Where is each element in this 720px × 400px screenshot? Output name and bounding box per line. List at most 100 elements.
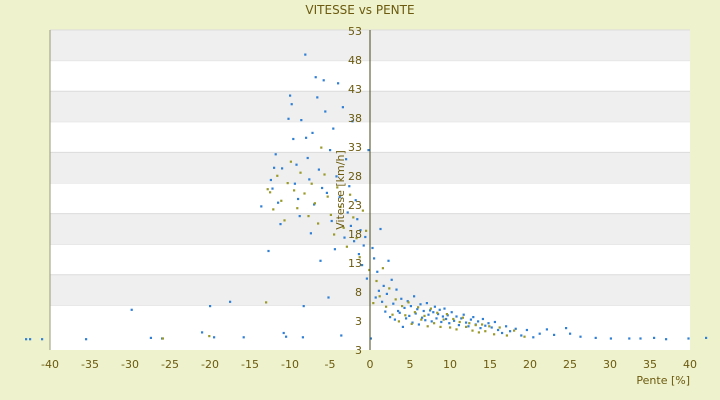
data-point-a [287,117,290,120]
data-point-a [497,328,500,332]
data-point-a [300,119,303,122]
data-point-b [436,311,439,314]
data-point-a [462,313,465,316]
data-point-a [289,94,292,97]
data-point-a [29,338,32,341]
data-point-b [445,313,448,316]
data-point-b [433,322,436,325]
data-point-a [392,302,395,305]
data-point-a [381,300,384,303]
data-point-b [326,195,329,198]
data-point-a [373,257,376,260]
x-tick-label: 15 [483,358,497,371]
data-point-b [352,216,355,219]
data-point-b [381,267,384,270]
data-point-a [477,320,480,323]
data-point-a [382,284,385,287]
data-point-b [208,335,211,338]
data-point-b [280,199,283,202]
data-point-b [368,268,371,272]
data-point-a [609,337,612,340]
data-point-a [390,278,393,281]
data-point-b [320,146,323,149]
data-point-a [532,336,535,339]
data-point-b [349,193,352,196]
data-point-b [303,192,306,195]
data-point-b [272,208,275,211]
y-tick-label: 33 [348,141,362,154]
data-point-a [356,218,359,221]
data-point-a [389,316,392,319]
y-tick-label: 3 [355,344,362,357]
data-point-a [409,305,412,308]
data-point-b [375,279,378,283]
data-point-b [310,182,313,185]
data-point-a [229,300,232,303]
data-point-a [401,325,404,328]
data-point-a [411,321,414,324]
x-tick-label: 35 [643,358,657,371]
data-point-b [161,337,164,340]
data-point-a [455,315,458,318]
data-point-a [421,316,424,319]
data-point-a [285,335,288,338]
data-point-a [545,328,548,331]
data-point-b [361,209,364,212]
data-point-a [665,338,668,341]
data-point-b [426,325,429,328]
data-point-b [442,318,445,321]
data-point-b [474,324,477,327]
x-tick-label: -25 [161,358,179,371]
data-point-b [358,256,361,259]
data-point-a [437,313,440,316]
data-point-b [266,188,269,191]
data-point-a [417,323,420,326]
data-point-a [271,187,274,190]
data-point-a [335,175,338,178]
x-tick-label: 40 [683,358,697,371]
data-point-a [374,296,377,299]
data-point-a [273,166,276,169]
data-point-a [351,120,354,123]
data-point-a [525,328,528,332]
data-point-a [345,158,348,161]
data-point-a [413,295,416,298]
data-point-a [329,149,332,152]
data-point-a [628,337,631,340]
data-point-b [388,287,391,290]
data-point-a [367,149,370,152]
data-point-a [422,309,425,313]
data-point-a [282,331,285,335]
data-point-a [400,297,403,300]
data-point-b [333,233,336,236]
data-point-a [469,318,472,321]
y-tick-label: 48 [348,54,362,67]
data-point-a [277,201,280,204]
data-point-a [384,310,387,313]
data-point-a [321,186,324,190]
data-point-a [376,270,379,273]
data-point-a [149,336,152,339]
data-point-b [339,205,342,209]
data-point-a [446,314,449,317]
data-point-a [393,318,396,321]
data-point-a [514,327,517,330]
data-point-a [379,227,382,231]
data-point-a [311,131,314,134]
x-tick-label: -10 [281,358,299,371]
data-point-a [385,292,388,295]
data-point-a [313,203,316,206]
data-point-a [408,314,411,317]
data-point-b [420,318,423,321]
data-point-b [488,325,491,328]
y-tick-label: 43 [348,83,362,96]
data-point-a [330,219,333,223]
data-point-b [293,189,296,192]
x-tick-label: -35 [81,358,99,371]
y-axis-label: Vitesse [km/h] [334,150,347,230]
data-point-a [306,156,309,160]
data-point-a [333,248,336,251]
data-point-a [279,223,282,226]
x-tick-label: 30 [603,358,617,371]
